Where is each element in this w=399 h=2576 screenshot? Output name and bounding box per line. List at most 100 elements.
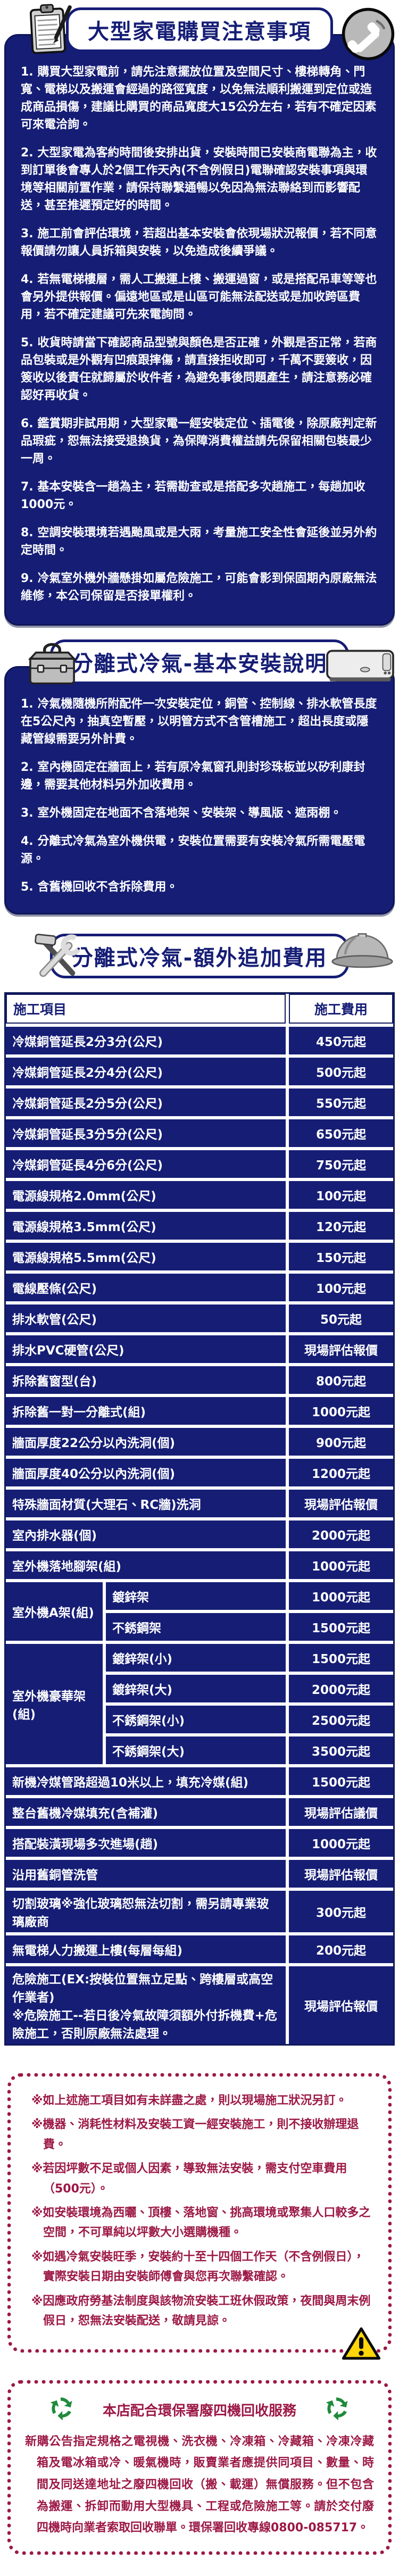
install-item: 2. 室內機固定在牆面上，若有原冷氣窗孔則封珍珠板並以矽利康封邊，需要其他材料另… — [21, 761, 365, 792]
fee-row-label: 冷媒銅管延長2分5分(公尺) — [6, 1088, 286, 1116]
fee-row-label: 電線壓條(公尺) — [6, 1274, 286, 1301]
fee-row-label: 拆除舊窗型(台) — [6, 1366, 286, 1394]
fee-row-label: 拆除舊一對一分離式(組) — [6, 1397, 286, 1425]
toolbox-icon — [23, 642, 81, 686]
fee-group-label: 室外機A架(組) — [6, 1582, 103, 1641]
install-item: 1. 冷氣機隨機所附配件一次安裝定位，銅管、控制線、排水軟管長度在5公尺內，抽真… — [21, 697, 377, 746]
notice-body: 1. 購買大型家電前，請先注意擺放位置及空間尺寸、樓梯轉角、門寬、電梯以及搬運會… — [4, 34, 395, 626]
ac-unit-icon — [326, 647, 395, 686]
fee-row-label: 新機冷媒管路超過10米以上，填充冷媒(組) — [6, 1767, 286, 1795]
fee-row-amount: 650元起 — [289, 1119, 393, 1147]
install-item: 5. 含舊機回收不含拆除費用。 — [21, 880, 178, 894]
fee-row-amount: 450元起 — [289, 1027, 393, 1054]
fees-header-fee: 施工費用 — [289, 994, 393, 1024]
clipboard-icon — [28, 3, 77, 55]
note-item: ※因應政府勞基法制度與該物流安裝工班休假政策，夜間與周末例假日，恕無法安裝配送，… — [31, 2294, 371, 2328]
fee-row-amount: 800元起 — [289, 1366, 393, 1394]
fee-row-label: 排水PVC硬管(公尺) — [6, 1335, 286, 1363]
fee-row-amount: 500元起 — [289, 1058, 393, 1085]
fee-row-amount: 50元起 — [289, 1304, 393, 1332]
fee-row-label: 搭配裝潢現場多次進場(趟) — [6, 1829, 286, 1857]
recycle-icon — [325, 2396, 350, 2427]
fee-row-amount: 1500元起 — [289, 1613, 393, 1641]
fee-row-amount: 1000元起 — [289, 1397, 393, 1425]
fee-row-label: 特殊牆面材質(大理石、RC牆)洗洞 — [6, 1490, 286, 1517]
notice-item: 9. 冷氣室外機外牆懸掛如屬危險施工，可能會影到保固期內原廠無法維修，本公司保留… — [21, 572, 377, 603]
fee-row-amount: 2500元起 — [289, 1706, 393, 1733]
fee-row-amount: 150元起 — [289, 1243, 393, 1270]
recycle-body: 新購公告指定規格之電視機、洗衣機、冷凍箱、冷藏箱、冷凍冷藏箱及電冰箱或冷、暖氣機… — [25, 2434, 374, 2535]
phone-icon — [340, 6, 396, 62]
fee-row-amount: 120元起 — [289, 1212, 393, 1240]
fee-row-label: 沿用舊銅管洗管 — [6, 1860, 286, 1888]
recycle-icon — [49, 2396, 74, 2427]
fee-row-label: 冷媒銅管延長4分6分(公尺) — [6, 1150, 286, 1178]
notice-title: 大型家電購買注意事項 — [66, 7, 333, 52]
fee-row-amount: 200元起 — [289, 1935, 393, 1963]
notice-item: 6. 鑑賞期非試用期，大型家電一經安裝定位、插電後，除原廠判定新品瑕疵，恕無法接… — [21, 417, 377, 466]
note-item: ※如安裝環境為西曬、頂樓、落地窗、挑高環境或聚集人口較多之空間，不可單純以坪數大… — [31, 2206, 371, 2240]
fee-row-label: 室外機落地腳架(組) — [6, 1551, 286, 1579]
fee-row-label: 冷媒銅管延長3分5分(公尺) — [6, 1119, 286, 1147]
fee-row-amount: 100元起 — [289, 1274, 393, 1301]
fee-row-amount: 900元起 — [289, 1428, 393, 1456]
fee-row-amount: 1500元起 — [289, 1767, 393, 1795]
fee-row-amount: 現場評估報價 — [289, 1490, 393, 1517]
helmet-icon — [331, 928, 394, 970]
fee-sub-label: 不銹鋼架 — [106, 1613, 286, 1641]
fee-row-amount: 550元起 — [289, 1088, 393, 1116]
fee-row-label: 電源線規格5.5mm(公尺) — [6, 1243, 286, 1270]
fee-row-amount: 2000元起 — [289, 1520, 393, 1548]
fee-row-amount: 1000元起 — [289, 1829, 393, 1857]
fee-sub-label: 鍍鋅架 — [106, 1582, 286, 1610]
fees-title: 分離式冷氣-額外追加費用 — [49, 934, 350, 978]
fee-row-amount: 100元起 — [289, 1181, 393, 1209]
note-item: ※若因坪數不足或個人因素，導致無法安裝，需支付空車費用（500元）。 — [31, 2162, 347, 2196]
notice-item: 5. 收貨時請當下確認商品型號與顏色是否正確，外觀是否正常，若商品包裝或是外觀有… — [21, 336, 377, 402]
recycle-box: 本店配合環保署廢四機回收服務 新購公告指定規格之電視機、洗衣機、冷凍箱、冷藏箱、… — [7, 2380, 392, 2555]
fee-row-label: 電源線規格3.5mm(公尺) — [6, 1212, 286, 1240]
warning-icon — [341, 2325, 381, 2362]
fee-sub-label: 不銹鋼架(大) — [106, 1736, 286, 1764]
fee-row-amount: 1200元起 — [289, 1459, 393, 1486]
note-item: ※如上述施工項目如有未詳盡之處，則以現場施工狀況另訂。 — [31, 2094, 347, 2107]
fee-row-amount: 現場評估議價 — [289, 1798, 393, 1826]
recycle-header: 本店配合環保署廢四機回收服務 — [25, 2396, 374, 2427]
notice-item: 7. 基本安裝含一趟為主，若需勘查或是搭配多次趟施工，每趟加收1000元。 — [21, 480, 365, 511]
notice-item: 4. 若無電梯樓層，需人工搬運上樓、搬運過窗，或是搭配吊車等等也會另外提供報價。… — [21, 273, 377, 321]
fee-row-amount: 300元起 — [289, 1891, 393, 1932]
install-item: 4. 分離式冷氣為室外機供電，安裝位置需要有安裝冷氣所需電壓電源。 — [21, 835, 365, 866]
recycle-title: 本店配合環保署廢四機回收服務 — [102, 2403, 296, 2420]
fee-row-label: 危險施工(EX:按裝位置無立足點、跨樓層或高空作業者) ※危險施工--若日後冷氣… — [6, 1966, 286, 2044]
note-item: ※如遇冷氣安裝旺季，安裝約十至十四個工作天（不含例假日），實際安裝日期由安裝師傅… — [31, 2250, 365, 2284]
install-section: 分離式冷氣-基本安裝說明 1. 冷氣機隨機所附配件一次安裝定位，銅管、控制線、排… — [0, 639, 399, 915]
fee-row-amount: 1000元起 — [289, 1551, 393, 1579]
fee-row-label: 冷媒銅管延長2分4分(公尺) — [6, 1058, 286, 1085]
fee-row-amount: 現場評估報價 — [289, 1860, 393, 1888]
fee-row-amount: 3500元起 — [289, 1736, 393, 1764]
fee-row-amount: 現場評估報價 — [289, 1335, 393, 1363]
notes-box: ※如上述施工項目如有未詳盡之處，則以現場施工狀況另訂。 ※機器、消耗性材料及安裝… — [7, 2073, 392, 2360]
fee-row-amount: 現場評估報價 — [289, 1966, 393, 2044]
fee-row-amount: 1000元起 — [289, 1582, 393, 1610]
fee-sub-label: 鍍鋅架(小) — [106, 1644, 286, 1672]
fee-row-label: 冷媒銅管延長2分3分(公尺) — [6, 1027, 286, 1054]
fee-sub-label: 不銹鋼架(小) — [106, 1706, 286, 1733]
fee-row-amount: 2000元起 — [289, 1675, 393, 1702]
fees-table: 施工項目 施工費用 冷媒銅管延長2分3分(公尺) 450元起 冷媒銅管延長2分4… — [4, 992, 395, 2046]
fee-row-label: 室內排水器(個) — [6, 1520, 286, 1548]
note-item: ※機器、消耗性材料及安裝工資一經安裝施工，則不接收辦理退費。 — [31, 2118, 359, 2151]
notice-item: 1. 購買大型家電前，請先注意擺放位置及空間尺寸、樓梯轉角、門寬、電梯以及搬運會… — [21, 65, 377, 131]
install-title: 分離式冷氣-基本安裝說明 — [49, 639, 350, 684]
fee-sub-label: 鍍鋅架(大) — [106, 1675, 286, 1702]
fee-row-label: 無電梯人力搬運上樓(每層每組) — [6, 1935, 286, 1963]
fee-row-label: 牆面厚度40公分以內洗洞(個) — [6, 1459, 286, 1486]
fee-group-label: 室外機豪華架(組) — [6, 1644, 103, 1764]
fee-row-amount: 750元起 — [289, 1150, 393, 1178]
fees-header-item: 施工項目 — [6, 994, 286, 1024]
fee-row-label: 排水軟管(公尺) — [6, 1304, 286, 1332]
notice-section: 大型家電購買注意事項 1. 購買大型家電前，請先注意擺放位置及空間尺寸、樓梯轉角… — [0, 0, 399, 626]
install-item: 3. 室外機固定在地面不含落地架、安裝架、導風版、遮雨棚。 — [21, 807, 342, 820]
notice-item: 2. 大型家電為客約時間後安排出貨，安裝時間已安裝商電聯為主，收到訂單後會專人於… — [21, 146, 377, 212]
